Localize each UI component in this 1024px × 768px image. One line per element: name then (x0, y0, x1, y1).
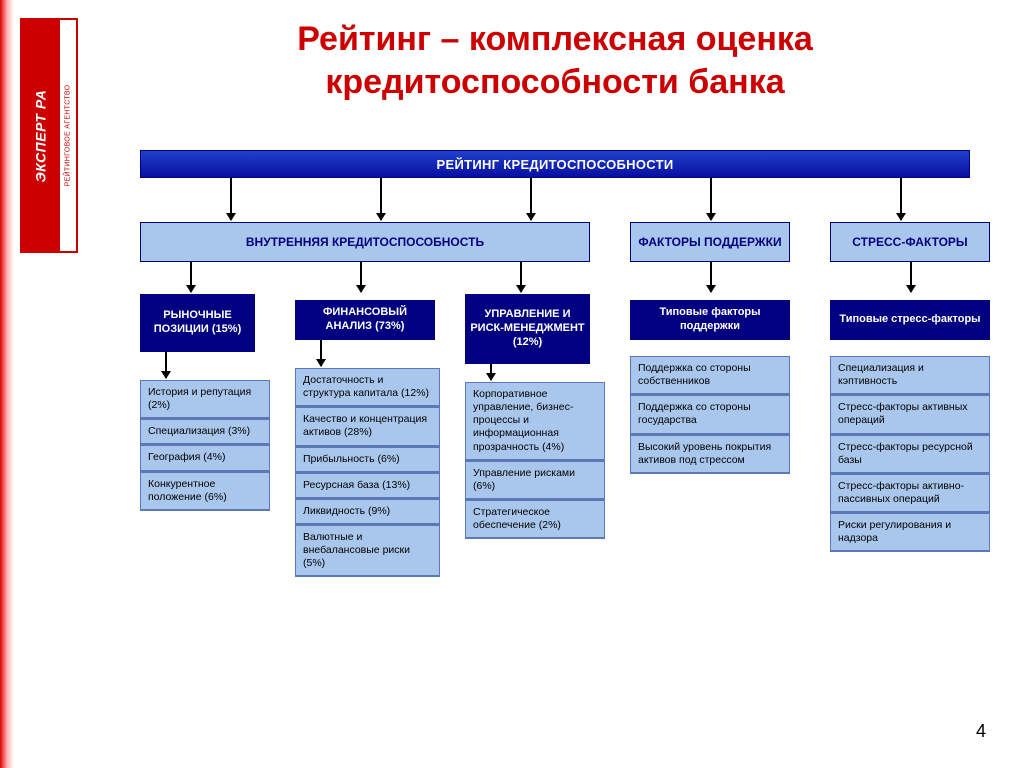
l3-stress-typ: Типовые стресс-факторы (830, 300, 990, 340)
leaf: Качество и концентрация активов (28%) (295, 407, 440, 446)
leaves-market: История и репутация (2%) Специализация (… (140, 380, 270, 511)
arrow (165, 352, 167, 378)
leaf: Высокий уровень покрытия активов под стр… (630, 435, 790, 474)
leaves-finance: Достаточность и структура капитала (12%)… (295, 368, 440, 577)
l2-support: ФАКТОРЫ ПОДДЕРЖКИ (630, 222, 790, 262)
logo-brand: ЭКСПЕРТ РА (32, 89, 48, 182)
leaf: Стратегическое обеспечение (2%) (465, 500, 605, 539)
leaves-stress: Специализация и кэптивность Стресс-факто… (830, 356, 990, 552)
page-number: 4 (976, 721, 986, 742)
root-node: РЕЙТИНГ КРЕДИТОСПОСОБНОСТИ (140, 150, 970, 178)
arrow (190, 262, 192, 292)
leaf: География (4%) (140, 445, 270, 471)
leaf: История и репутация (2%) (140, 380, 270, 419)
logo: ЭКСПЕРТ РА РЕЙТИНГОВОЕ АГЕНТСТВО (20, 18, 78, 253)
leaves-risk: Корпоративное управление, бизнес-процесс… (465, 382, 605, 539)
leaf: Валютные и внебалансовые риски (5%) (295, 525, 440, 577)
arrow (910, 262, 912, 292)
leaf: Риски регулирования и надзора (830, 513, 990, 552)
leaf: Стресс-факторы активных операций (830, 395, 990, 434)
arrow (380, 178, 382, 220)
leaf: Ресурсная база (13%) (295, 473, 440, 499)
l2-stress: СТРЕСС-ФАКТОРЫ (830, 222, 990, 262)
leaf: Корпоративное управление, бизнес-процесс… (465, 382, 605, 461)
arrow (230, 178, 232, 220)
arrow (710, 178, 712, 220)
arrow (900, 178, 902, 220)
leaf: Специализация (3%) (140, 419, 270, 445)
logo-red-panel: ЭКСПЕРТ РА (20, 18, 60, 253)
arrow (520, 262, 522, 292)
arrow (530, 178, 532, 220)
l3-market: РЫНОЧНЫЕ ПОЗИЦИИ (15%) (140, 294, 255, 352)
l3-risk: УПРАВЛЕНИЕ И РИСК-МЕНЕДЖМЕНТ (12%) (465, 294, 590, 364)
leaf: Управление рисками (6%) (465, 461, 605, 500)
leaf: Поддержка со стороны государства (630, 395, 790, 434)
left-decorative-stripe (0, 0, 14, 768)
arrow (490, 364, 492, 380)
leaf: Ликвидность (9%) (295, 499, 440, 525)
l2-internal: ВНУТРЕННЯЯ КРЕДИТОСПОСОБНОСТЬ (140, 222, 590, 262)
leaf: Специализация и кэптивность (830, 356, 990, 395)
leaf: Стресс-факторы активно-пассивных операци… (830, 474, 990, 513)
leaf: Стресс-факторы ресурсной базы (830, 435, 990, 474)
slide-title: Рейтинг – комплексная оценка кредитоспос… (120, 18, 990, 103)
leaf: Поддержка со стороны собственников (630, 356, 790, 395)
arrow (710, 262, 712, 292)
leaves-support: Поддержка со стороны собственников Подде… (630, 356, 790, 474)
arrow (320, 340, 322, 366)
l3-finance: ФИНАНСОВЫЙ АНАЛИЗ (73%) (295, 300, 435, 340)
logo-subtitle: РЕЙТИНГОВОЕ АГЕНТСТВО (65, 85, 72, 187)
logo-white-panel: РЕЙТИНГОВОЕ АГЕНТСТВО (60, 18, 78, 253)
l3-support-typ: Типовые факторы поддержки (630, 300, 790, 340)
leaf: Прибыльность (6%) (295, 447, 440, 473)
leaf: Достаточность и структура капитала (12%) (295, 368, 440, 407)
leaf: Конкурентное положение (6%) (140, 472, 270, 511)
arrow (360, 262, 362, 292)
